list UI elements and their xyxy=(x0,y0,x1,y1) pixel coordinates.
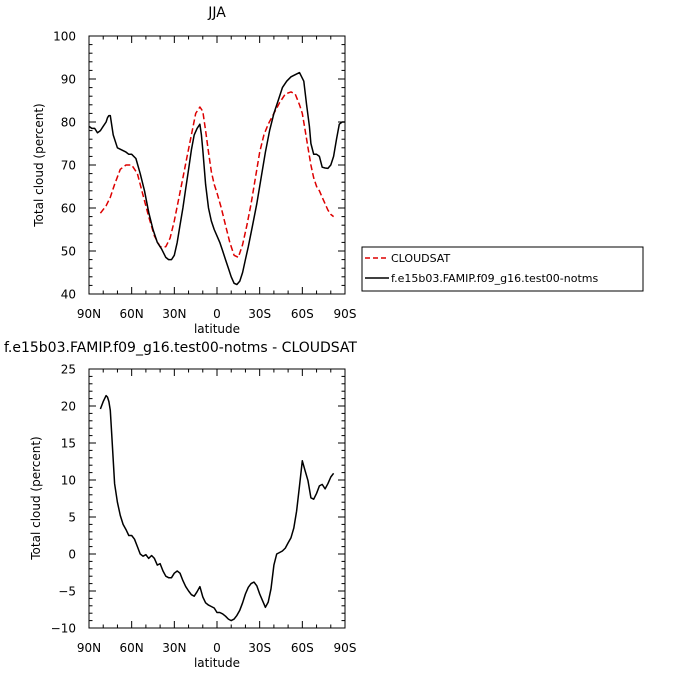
bottom-y-axis-label: Total cloud (percent) xyxy=(29,436,43,560)
top-x-axis-label: latitude xyxy=(194,322,240,336)
bottom-series-line-0 xyxy=(99,394,335,622)
top-data-point xyxy=(254,177,256,179)
bottom-chart-data xyxy=(99,394,335,622)
x-tick-label: 30N xyxy=(162,307,186,321)
y-tick-label: 20 xyxy=(61,400,76,414)
y-tick-label: 40 xyxy=(61,288,76,302)
y-tick-label: 0 xyxy=(68,548,76,562)
legend-box xyxy=(361,246,644,292)
x-tick-label: 30S xyxy=(248,641,271,655)
y-tick-label: 5 xyxy=(68,511,76,525)
y-tick-label: 25 xyxy=(61,363,76,377)
y-tick-label: 100 xyxy=(53,30,76,44)
x-tick-label: 90S xyxy=(334,307,357,321)
y-tick-label: 10 xyxy=(61,474,76,488)
top-x-ticks: 90N 60N 30N 0 30S 60S 90S xyxy=(77,36,357,321)
x-tick-label: 60N xyxy=(120,307,144,321)
y-tick-label: 60 xyxy=(61,202,76,216)
y-tick-label: −10 xyxy=(51,622,76,636)
x-tick-label: 60S xyxy=(291,641,314,655)
top-data-point xyxy=(131,164,133,166)
bottom-x-axis-label: latitude xyxy=(194,656,240,670)
bottom-plot-frame xyxy=(88,368,346,629)
x-tick-label: 30N xyxy=(162,641,186,655)
top-series-line-1 xyxy=(88,71,345,286)
y-tick-label: 80 xyxy=(61,116,76,130)
top-y-axis-label: Total cloud (percent) xyxy=(32,103,46,227)
top-series-points-0 xyxy=(99,91,334,259)
x-tick-label: 30S xyxy=(248,307,271,321)
top-y-ticks: 40 50 60 70 80 90 100 xyxy=(53,30,345,302)
top-chart-title: JJA xyxy=(207,5,226,21)
top-series-points-1 xyxy=(88,72,346,286)
y-tick-label: 50 xyxy=(61,245,76,259)
bottom-x-ticks: 90N 60N 30N 0 30S 60S 90S xyxy=(77,369,357,655)
x-tick-label: 90N xyxy=(77,307,101,321)
x-tick-label: 0 xyxy=(213,307,221,321)
y-tick-label: 15 xyxy=(61,437,76,451)
bottom-chart: f.e15b03.FAMIP.f09_g16.test00-notms - CL… xyxy=(4,340,357,670)
top-data-point xyxy=(202,110,204,112)
y-tick-label: 90 xyxy=(61,73,76,87)
top-series-line-0 xyxy=(99,91,335,259)
x-tick-label: 90S xyxy=(334,641,357,655)
x-tick-label: 60N xyxy=(120,641,144,655)
y-tick-label: −5 xyxy=(58,585,76,599)
top-legend: CLOUDSAT f.e15b03.FAMIP.f09_g16.test00-n… xyxy=(361,246,644,292)
bottom-chart-title: f.e15b03.FAMIP.f09_g16.test00-notms - CL… xyxy=(4,340,357,356)
y-tick-label: 70 xyxy=(61,159,76,173)
top-data-point xyxy=(250,203,252,205)
top-chart-data xyxy=(88,71,346,286)
x-tick-label: 0 xyxy=(213,641,221,655)
x-tick-label: 60S xyxy=(291,307,314,321)
bottom-series-points-0 xyxy=(99,395,334,622)
x-tick-label: 90N xyxy=(77,641,101,655)
legend-label-model: f.e15b03.FAMIP.f09_g16.test00-notms xyxy=(391,272,598,285)
bottom-y-ticks: −10 −5 0 5 10 15 20 25 xyxy=(51,363,345,636)
legend-label-cloudsat: CLOUDSAT xyxy=(391,252,450,265)
